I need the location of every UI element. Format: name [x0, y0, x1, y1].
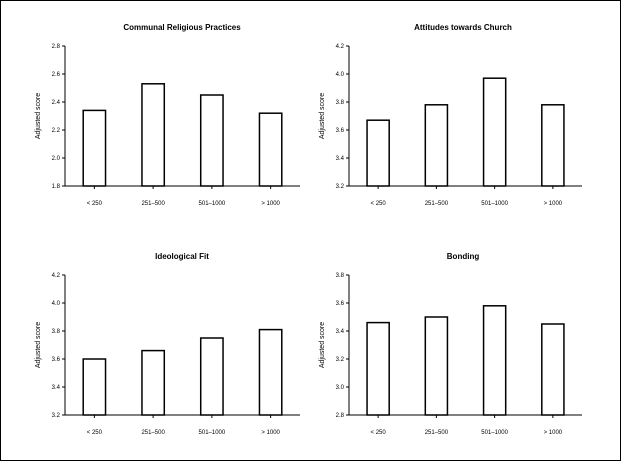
y-axis-label: Adjusted score	[35, 322, 42, 368]
x-tick-label: < 250	[371, 201, 387, 207]
chart-panel-attitudes-towards-church: Attitudes towards Church Adjusted score …	[319, 23, 582, 207]
y-tick-label: 4.2	[52, 273, 61, 279]
y-tick-label: 2.0	[52, 156, 61, 162]
y-tick-label: 3.0	[336, 385, 345, 391]
bar-2	[424, 316, 449, 416]
y-tick-label: 3.2	[336, 357, 345, 363]
y-tick-label: 2.4	[52, 100, 61, 106]
x-tick-label: 251–500	[425, 201, 449, 207]
bar-4	[541, 104, 565, 187]
bar-2	[424, 104, 449, 187]
x-tick-label: 251–500	[141, 201, 165, 207]
bar-3	[482, 305, 507, 416]
y-tick-label: 4.0	[336, 72, 345, 78]
bar-3	[199, 94, 224, 187]
bar-3	[482, 77, 507, 187]
chart-title: Bonding	[447, 252, 480, 261]
y-tick-label: 2.8	[336, 413, 345, 419]
y-tick-label: 3.6	[52, 357, 61, 363]
bar-4	[541, 323, 565, 416]
bar-4	[258, 328, 283, 416]
chart-panel-bonding: Bonding Adjusted score 2.8 3.0 3.2 3.4 3.6 3.…	[319, 252, 582, 436]
bar-2	[141, 349, 166, 416]
y-tick-label: 3.8	[52, 329, 61, 335]
x-tick-label: > 1000	[261, 430, 280, 436]
y-tick-label: 3.8	[336, 100, 345, 106]
y-tick-label: 2.2	[52, 128, 61, 134]
x-tick-label: 501–1000	[481, 201, 508, 207]
bar-1	[366, 321, 390, 416]
x-tick-label: 251–500	[425, 430, 449, 436]
x-tick-label: 501–1000	[199, 201, 226, 207]
x-tick-label: 251–500	[141, 430, 165, 436]
bar-1	[366, 119, 390, 187]
y-tick-label: 4.2	[336, 44, 345, 50]
y-axis-label: Adjusted score	[319, 322, 326, 368]
y-axis-label: Adjusted score	[35, 93, 42, 139]
bar-1	[82, 109, 107, 187]
x-tick-label: 501–1000	[481, 430, 508, 436]
x-tick-label: 501–1000	[199, 430, 226, 436]
chart-title: Communal Religious Practices	[123, 23, 241, 32]
chart-panel-ideological-fit: Ideological Fit Adjusted score 3.2 3.4 3.6…	[35, 252, 300, 436]
x-tick-label: < 250	[87, 430, 103, 436]
y-tick-label: 1.8	[52, 184, 61, 190]
bar-4	[258, 112, 283, 187]
y-tick-label: 3.2	[52, 413, 61, 419]
chart-title: Ideological Fit	[155, 252, 209, 261]
y-tick-label: 3.4	[336, 329, 345, 335]
y-tick-label: 3.6	[336, 128, 345, 134]
y-tick-label: 2.6	[52, 72, 61, 78]
y-tick-label: 3.2	[336, 184, 345, 190]
x-tick-label: < 250	[371, 430, 387, 436]
y-tick-label: 3.4	[336, 156, 345, 162]
y-axis-label: Adjusted score	[319, 93, 326, 139]
y-tick-label: 4.0	[52, 301, 61, 307]
chart-title: Attitudes towards Church	[414, 23, 512, 32]
x-tick-label: > 1000	[261, 201, 280, 207]
x-tick-label: < 250	[87, 201, 103, 207]
bar-2	[141, 83, 166, 187]
y-tick-label: 2.8	[52, 44, 61, 50]
chart-panel-communal-religious-practices: Communal Religious Practices Adjusted sc…	[35, 23, 300, 207]
x-tick-label: > 1000	[544, 201, 563, 207]
x-tick-label: > 1000	[544, 430, 563, 436]
y-tick-label: 3.8	[336, 273, 345, 279]
bar-1	[82, 358, 107, 416]
y-tick-label: 3.6	[336, 301, 345, 307]
bar-3	[199, 337, 224, 416]
y-tick-label: 3.4	[52, 385, 61, 391]
